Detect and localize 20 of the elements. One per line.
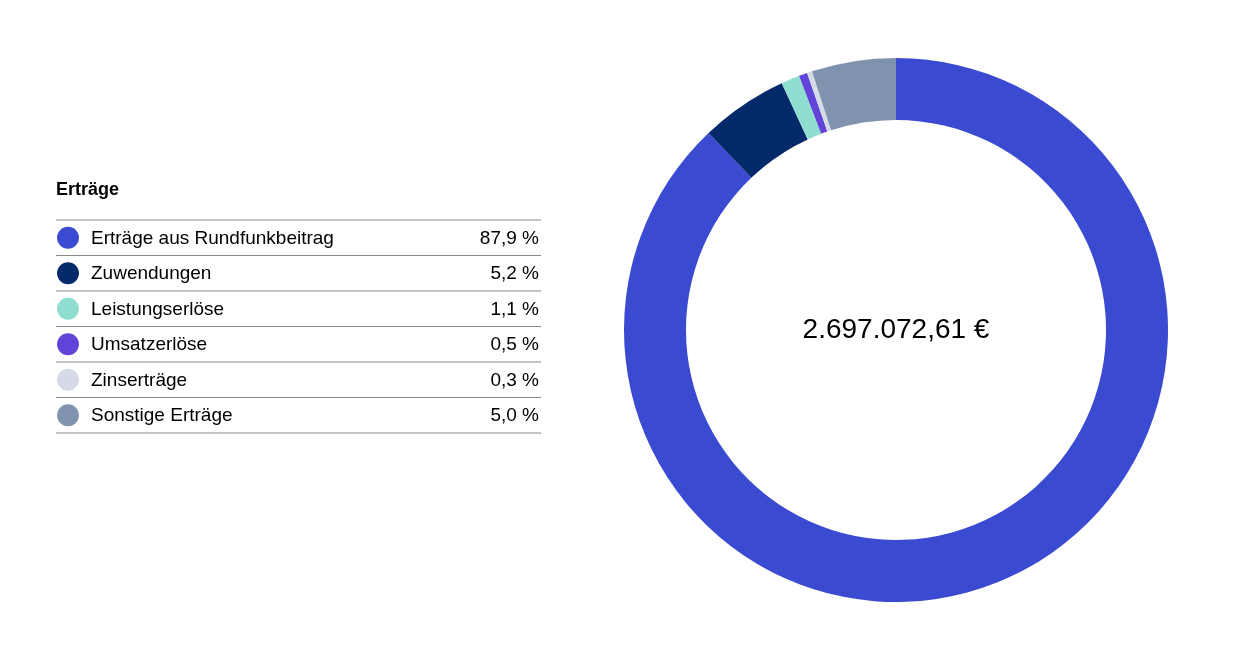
legend-label: Zuwendungen [91, 262, 212, 284]
donut-slice [807, 71, 832, 132]
text: 2.697.072,61 € [802, 313, 990, 344]
legend-label: Leistungserlöse [91, 297, 225, 319]
legend-title: Erträge [56, 179, 120, 199]
data-label: 87,9 % [479, 226, 540, 248]
legend-label: Umsatzerlöse [91, 333, 208, 355]
legend-label: Zinserträge [91, 368, 188, 390]
donut-slice [708, 83, 808, 178]
donut-slice [624, 58, 1168, 602]
data-label: 5,2 % [490, 262, 540, 284]
data-label: 0,5 % [490, 333, 540, 355]
legend-label: Sonstige Erträge [91, 404, 233, 426]
donut-slice [799, 72, 828, 134]
data-label: 5,0 % [490, 404, 540, 426]
data-label: 1,1 % [490, 297, 540, 319]
donut-slice [811, 58, 896, 131]
data-label: 0,3 % [490, 368, 540, 390]
donut-slice [781, 75, 822, 140]
legend-label: Erträge aus Rundfunkbeitrag [91, 226, 334, 248]
